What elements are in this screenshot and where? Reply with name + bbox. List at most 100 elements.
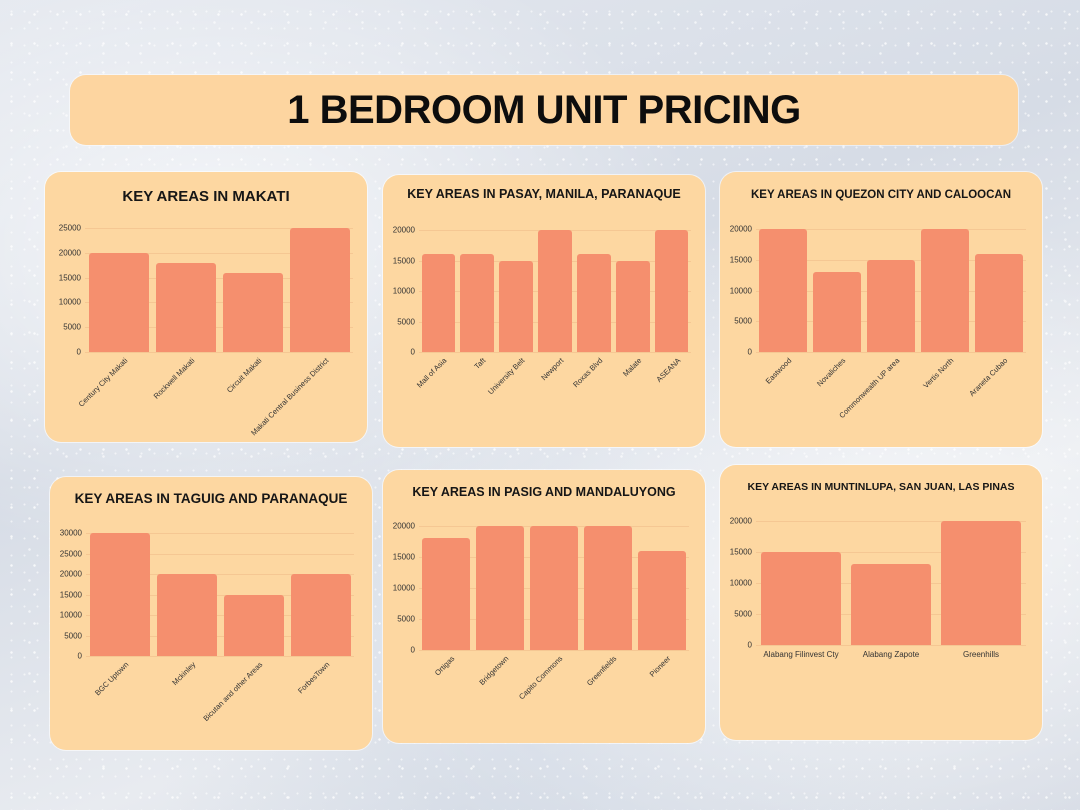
- bar: [851, 564, 931, 645]
- x-tick-label: Bicutan and other Areas: [200, 660, 264, 723]
- x-tick-label: ASEANA: [654, 356, 682, 384]
- y-tick-label: 25000: [59, 549, 82, 558]
- bar: [89, 533, 150, 656]
- y-tick-label: 0: [77, 651, 82, 661]
- y-tick-label: 15000: [729, 255, 752, 265]
- plot-area: 0 5000 10000 15000 20000 25000 Century City Ma…: [59, 224, 353, 437]
- gridline: [85, 302, 353, 304]
- y-tick-label: 15000: [392, 256, 415, 265]
- plot-area: 0 5000 10000 15000 20000 Ortigas Bridgetown Cap…: [393, 522, 689, 701]
- gridline: [756, 229, 1026, 230]
- y-tick-label: 0: [76, 347, 81, 357]
- x-tick-label: Alabang Filinvest Cty: [763, 650, 839, 659]
- bar: [223, 594, 284, 656]
- chart-card-pasig-mandaluyong: KEY AREAS IN PASIG AND MANDALUYONG 0 5000 1…: [383, 470, 705, 743]
- y-tick-label: 15000: [59, 590, 82, 599]
- y-tick-label: 25000: [58, 223, 81, 233]
- gridline: [86, 533, 354, 534]
- y-tick-label: 10000: [729, 578, 752, 588]
- y-tick-label: 20000: [59, 569, 82, 579]
- x-tick-label: Rockwell Makati: [151, 356, 196, 401]
- y-tick-label: 20000: [392, 225, 415, 235]
- gridline: [86, 615, 354, 616]
- chart-title: KEY AREAS IN MAKATI: [122, 188, 290, 205]
- bar: [155, 262, 216, 352]
- gridline: [85, 352, 353, 353]
- bar: [654, 230, 689, 352]
- bar: [290, 574, 351, 656]
- chart-title: KEY AREAS IN QUEZON CITY AND CALOOCAN: [750, 189, 1012, 201]
- bar: [538, 230, 572, 352]
- bar: [421, 254, 456, 352]
- page-header: 1 BEDROOM UNIT PRICING: [70, 75, 1018, 145]
- bar: [499, 260, 534, 352]
- gridline: [419, 352, 691, 353]
- x-tick-label: Vertis North: [921, 356, 956, 391]
- x-tick-label: Capito Commons: [517, 654, 565, 702]
- x-tick-label: University Belt: [486, 356, 527, 397]
- bar: [921, 229, 969, 352]
- x-tick-label: Taft: [472, 356, 488, 371]
- bar: [530, 526, 578, 650]
- plot-area: 0 5000 10000 15000 20000 Alabang Filinvest Ct…: [730, 517, 1026, 659]
- y-tick-label: 20000: [729, 224, 752, 234]
- chart-card-pasay-manila-paranaque: KEY AREAS IN PASAY, MANILA, PARANAQUE 0 50…: [383, 175, 705, 447]
- bar: [813, 272, 861, 352]
- gridline: [86, 553, 354, 555]
- y-tick-label: 15000: [58, 273, 81, 283]
- bar: [867, 259, 915, 352]
- chart-title: KEY AREAS IN MUNTINLUPA, SAN JUAN, LAS P…: [747, 481, 1015, 493]
- x-tick-label: Roxas Blvd: [571, 356, 605, 390]
- x-tick-label: Eastwood: [763, 356, 794, 386]
- x-tick-label: Alabang Zapote: [862, 650, 920, 659]
- bar: [156, 574, 217, 656]
- bar: [615, 260, 650, 352]
- y-tick-label: 0: [747, 640, 752, 650]
- plot-area: 0 5000 10000 15000 20000 Mall of Asia Taft Univ…: [393, 226, 691, 396]
- gridline: [86, 635, 354, 637]
- x-tick-label: Century City Makati: [76, 356, 129, 409]
- x-tick-label: Makati Central Business District: [248, 356, 330, 438]
- bar: [638, 550, 686, 650]
- chart-title: KEY AREAS IN PASAY, MANILA, PARANAQUE: [407, 187, 681, 201]
- gridline: [86, 594, 354, 596]
- x-tick-label: Circuit Makati: [224, 356, 263, 395]
- y-tick-label: 30000: [59, 528, 82, 538]
- x-tick-label: Pioneer: [647, 654, 673, 679]
- x-tick-label: ForbesTown: [295, 660, 331, 696]
- bar: [222, 272, 283, 352]
- x-tick-label: Mckinley: [169, 660, 197, 688]
- plot-area: 0 5000 10000 15000 20000 Eastwood Novaliches Co…: [730, 225, 1026, 420]
- y-tick-label: 15000: [729, 547, 752, 557]
- gridline: [85, 228, 353, 229]
- bar: [761, 552, 841, 645]
- y-tick-label: 0: [410, 645, 415, 655]
- x-tick-label: Newport: [539, 356, 566, 383]
- y-tick-label: 10000: [392, 286, 415, 296]
- page-title: 1 BEDROOM UNIT PRICING: [287, 87, 801, 132]
- y-tick-label: 20000: [392, 521, 415, 531]
- x-tick-label: Malate: [620, 356, 644, 379]
- y-tick-label: 15000: [392, 552, 415, 562]
- y-tick-label: 0: [747, 347, 752, 357]
- bar: [975, 253, 1023, 352]
- chart-card-muntinlupa-sanjuan-laspinas: KEY AREAS IN MUNTINLUPA, SAN JUAN, LAS P…: [720, 465, 1042, 740]
- y-tick-label: 20000: [58, 248, 81, 258]
- x-tick-label: Mall of Asia: [415, 356, 449, 390]
- x-tick-label: Bridgetown: [477, 654, 511, 687]
- y-tick-label: 5000: [64, 631, 82, 640]
- y-tick-label: 5000: [63, 322, 81, 332]
- gridline: [756, 552, 1026, 553]
- bar: [759, 229, 807, 352]
- x-tick-label: Greenfields: [584, 654, 619, 688]
- y-tick-label: 20000: [729, 516, 752, 526]
- y-tick-label: 10000: [59, 610, 82, 620]
- x-tick-label: Commonwealth UP area: [837, 356, 902, 421]
- x-tick-label: Ortigas: [432, 654, 457, 678]
- bar: [460, 254, 495, 352]
- gridline: [85, 252, 353, 254]
- y-tick-label: 5000: [397, 317, 415, 326]
- y-tick-label: 5000: [734, 609, 752, 619]
- bar: [941, 521, 1021, 645]
- gridline: [419, 650, 689, 651]
